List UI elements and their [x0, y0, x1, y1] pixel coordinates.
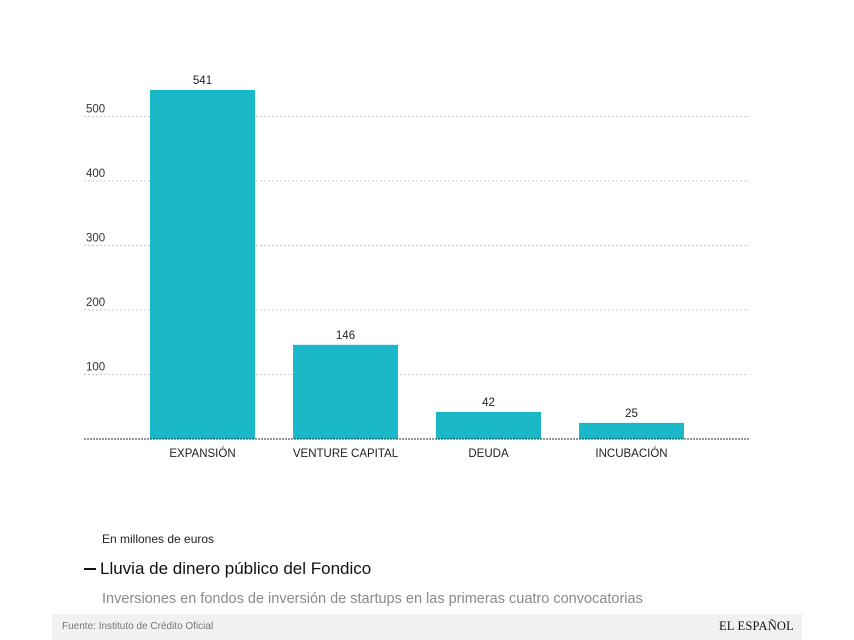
- y-tick-label: 100: [86, 361, 105, 373]
- data-label: 25: [625, 408, 638, 420]
- bars: [150, 90, 684, 439]
- y-tick-label: 400: [86, 168, 105, 180]
- y-tick-label: 300: [86, 232, 105, 244]
- chart-title: Lluvia de dinero público del Fondico: [84, 559, 371, 579]
- brand-logo: EL ESPAÑOL: [718, 619, 794, 633]
- footer-bar: Fuente: Instituto de Crédito Oficial EL …: [52, 614, 802, 640]
- data-labels: 541 146 42 25: [193, 75, 638, 420]
- bar: [150, 90, 255, 439]
- x-tick-label: EXPANSIÓN: [169, 447, 235, 460]
- chart-subtitle: Inversiones en fondos de inversión de st…: [102, 591, 643, 607]
- bar: [579, 422, 684, 439]
- x-tick-label: INCUBACIÓN: [595, 447, 667, 460]
- y-tick-label: 200: [86, 297, 105, 309]
- units-note: En millones de euros: [102, 532, 215, 546]
- y-axis-ticks: 100 200 300 400 500: [86, 103, 105, 373]
- bar: [293, 344, 398, 439]
- y-tick-label: 500: [86, 103, 105, 115]
- bar-chart: 100 200 300 400 500 541 146 42 25 EXPANSIÓN VENT…: [84, 75, 749, 460]
- source-note: Fuente: Instituto de Crédito Oficial: [62, 621, 214, 632]
- x-axis-ticks: EXPANSIÓN VENTURE CAPITAL DEUDA INCUBACIÓN: [169, 447, 667, 460]
- data-label: 146: [336, 330, 355, 342]
- bar: [436, 411, 541, 439]
- chart-title-text: Lluvia de dinero público del Fondico: [100, 559, 372, 578]
- x-tick-label: VENTURE CAPITAL: [293, 448, 399, 460]
- title-dash: [84, 567, 96, 570]
- data-label: 42: [482, 397, 495, 409]
- x-tick-label: DEUDA: [468, 448, 509, 460]
- data-label: 541: [193, 75, 212, 87]
- grid-lines: [84, 115, 749, 375]
